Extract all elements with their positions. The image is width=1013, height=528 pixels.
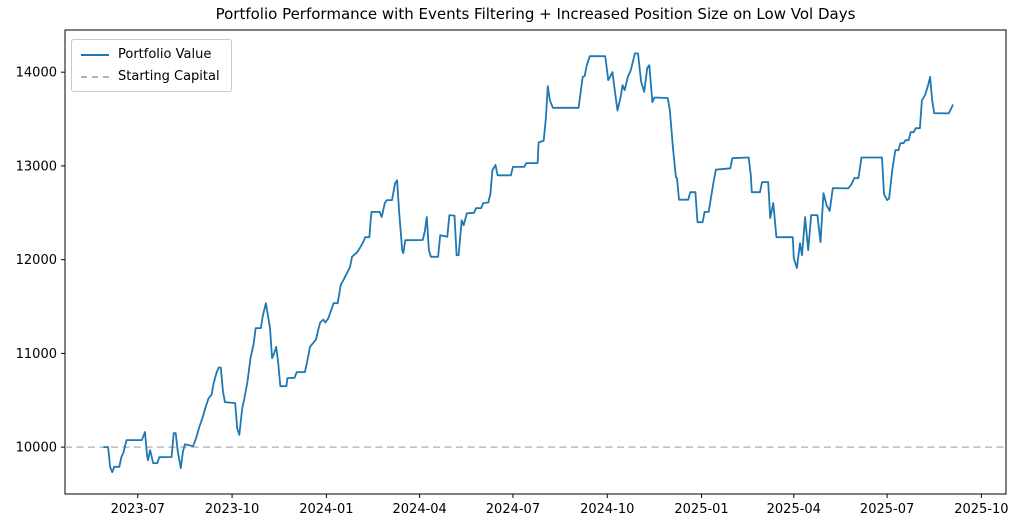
x-tick-label: 2024-01 [299, 502, 353, 517]
y-tick-label: 12000 [16, 253, 57, 268]
x-tick-label: 2024-10 [580, 502, 634, 517]
solid-line-swatch [81, 53, 109, 56]
portfolio-value-line [103, 52, 954, 474]
legend-item-portfolio-value: Portfolio Value [81, 47, 220, 62]
legend-label: Portfolio Value [118, 47, 212, 62]
x-tick-label: 2024-04 [393, 502, 447, 517]
dashed-line-swatch [81, 75, 109, 78]
x-tick-label: 2025-07 [860, 502, 914, 517]
y-tick-label: 11000 [16, 347, 57, 362]
chart-title: Portfolio Performance with Events Filter… [215, 5, 856, 23]
axes-border [64, 29, 1007, 495]
y-tick-label: 10000 [16, 441, 57, 456]
legend-label: Starting Capital [118, 69, 220, 84]
x-tick-label: 2025-01 [674, 502, 728, 517]
x-tick-label: 2025-04 [767, 502, 821, 517]
y-tick-label: 14000 [16, 66, 57, 81]
legend: Portfolio Value Starting Capital [71, 39, 232, 92]
x-tick-label: 2025-10 [954, 502, 1008, 517]
x-tick-label: 2023-10 [205, 502, 259, 517]
legend-item-starting-capital: Starting Capital [81, 69, 220, 84]
x-tick-label: 2023-07 [111, 502, 165, 517]
y-tick-label: 13000 [16, 159, 57, 174]
x-tick-label: 2024-07 [486, 502, 540, 517]
